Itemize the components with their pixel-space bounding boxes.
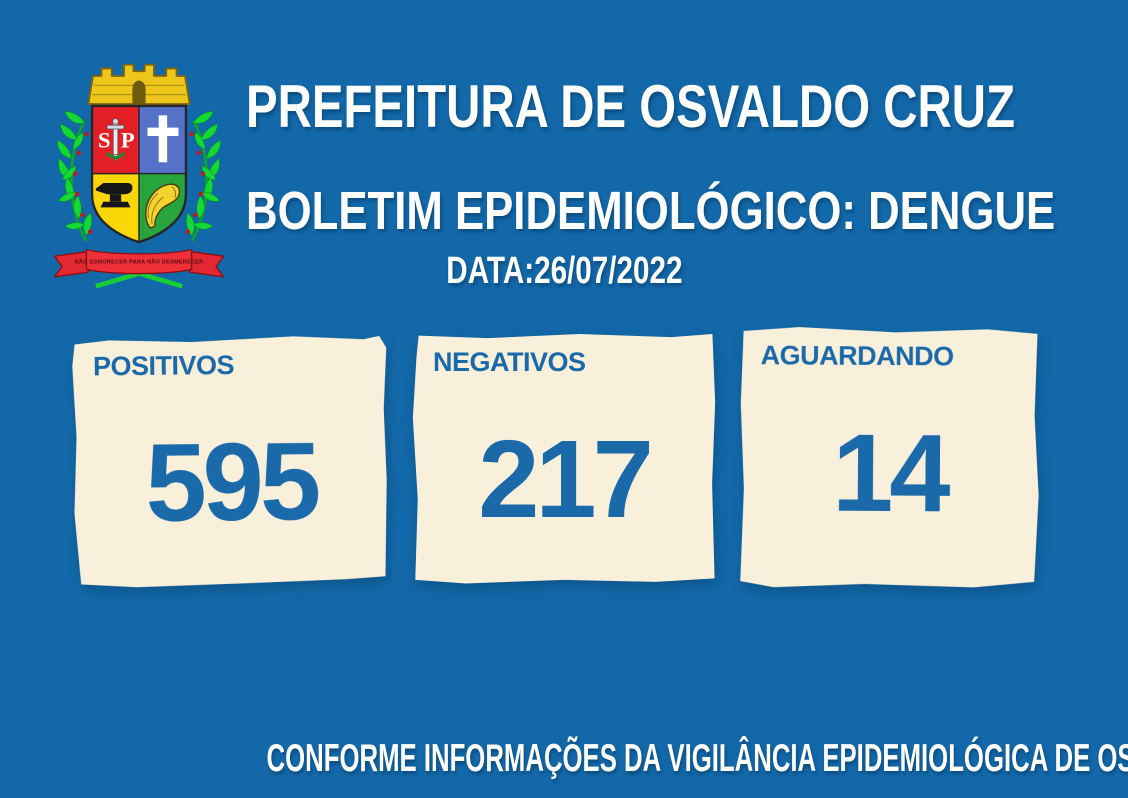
laurel-branch-icon bbox=[57, 111, 93, 242]
page-title: PREFEITURA DE OSVALDO CRUZ bbox=[246, 77, 1128, 137]
stat-card-shape: AGUARDANDO 14 bbox=[737, 324, 1042, 591]
footer-note: CONFORME INFORMAÇÕES DA VIGILÂNCIA EPIDE… bbox=[0, 739, 1128, 778]
cross-icon bbox=[147, 115, 179, 163]
page-subtitle: BOLETIM EPIDEMIOLÓGICO: DENGUE bbox=[246, 184, 1128, 238]
city-coat-of-arms: S P bbox=[38, 44, 240, 290]
sword-wreath-icon bbox=[105, 151, 126, 160]
stat-card-positivos: POSITIVOS 595 bbox=[71, 332, 392, 589]
shield-letter-p: P bbox=[121, 127, 135, 152]
shield-icon: S P bbox=[90, 104, 188, 244]
page-subtitle-text: BOLETIM EPIDEMIOLÓGICO: DENGUE bbox=[246, 181, 1056, 241]
motto-ribbon-icon: NÃO ESMORECER PARA NÃO DESMERECER bbox=[53, 248, 225, 278]
stat-card-negativos: NEGATIVOS 217 bbox=[411, 331, 717, 586]
stat-label-aguardando: AGUARDANDO bbox=[760, 340, 954, 372]
stat-label-positivos: POSITIVOS bbox=[92, 349, 235, 382]
stat-card-shape: NEGATIVOS 217 bbox=[412, 334, 716, 584]
stat-label-negativos: NEGATIVOS bbox=[433, 347, 586, 377]
mural-crown-icon bbox=[87, 63, 191, 106]
anvil-icon bbox=[95, 182, 133, 208]
report-date: DATA:26/07/2022 bbox=[0, 252, 1128, 290]
stat-card-aguardando: AGUARDANDO 14 bbox=[737, 324, 1042, 591]
stat-value-aguardando: 14 bbox=[831, 411, 947, 536]
footer-note-text: CONFORME INFORMAÇÕES DA VIGILÂNCIA EPIDE… bbox=[266, 737, 1128, 780]
page-title-text: PREFEITURA DE OSVALDO CRUZ bbox=[246, 73, 1015, 140]
coat-of-arms-svg: S P bbox=[53, 63, 225, 289]
stat-value-positivos: 595 bbox=[144, 420, 318, 545]
shield-letter-s: S bbox=[98, 127, 111, 152]
report-date-text: DATA:26/07/2022 bbox=[445, 250, 683, 292]
stat-card-shape: POSITIVOS 595 bbox=[71, 332, 392, 589]
cornucopia-icon bbox=[145, 183, 181, 229]
motto-text: NÃO ESMORECER PARA NÃO DESMERECER bbox=[75, 259, 204, 266]
stat-value-negativos: 217 bbox=[478, 418, 654, 541]
